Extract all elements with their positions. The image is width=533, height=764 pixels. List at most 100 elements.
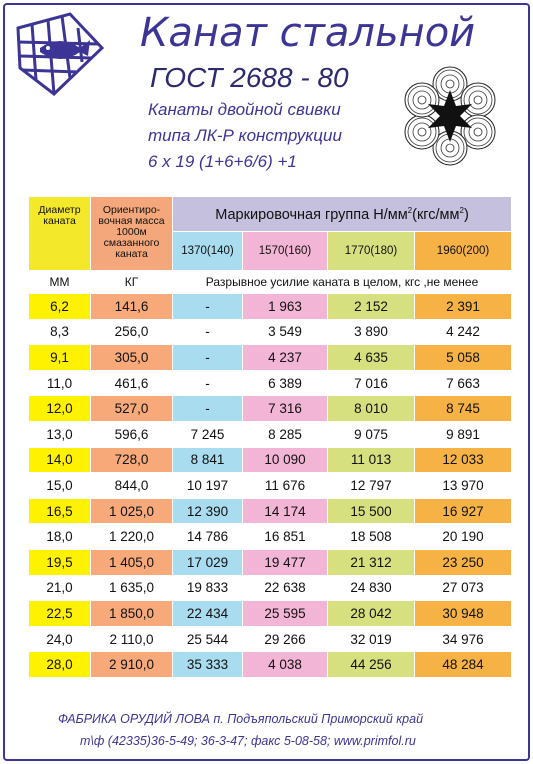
table-row: 12,0 527,0-7 316 8 010 8 745 [28, 395, 513, 422]
table-cell: 4 242 [413, 318, 513, 346]
table-cell: 18 508 [327, 523, 415, 550]
table-cell: 21,0 [28, 574, 91, 602]
table-cell: 22 638 [242, 574, 328, 602]
group-header: 1370(140) [172, 231, 243, 271]
table-cell: 141,6 [90, 293, 173, 320]
rope-cross-section-icon [404, 66, 496, 166]
table-cell: 527,0 [90, 395, 173, 422]
table-cell: 16 851 [242, 523, 328, 550]
table-row: 16,5 1 025,0 12 390 14 174 15 500 16 927 [28, 497, 513, 525]
table-cell: 25 544 [172, 625, 243, 653]
table-cell: 29 266 [242, 625, 328, 653]
table-cell: 8 745 [413, 395, 513, 422]
table-cell: 16 927 [413, 497, 513, 525]
group-header: 1770(180) [327, 231, 415, 271]
table-cell: 8 841 [172, 446, 243, 474]
table-cell: 13 970 [413, 472, 513, 499]
table-row: 18,0 1 220,0 14 786 16 851 18 508 20 190 [28, 523, 513, 550]
table-cell: 23 250 [413, 548, 513, 576]
force-note: Разрывное усилие каната в целом, кгс ,не… [171, 270, 513, 294]
table-cell: 9,1 [28, 344, 91, 371]
table-cell: 15,0 [28, 472, 91, 499]
table-cell: 1 025,0 [90, 497, 173, 525]
table-cell: 9 891 [413, 420, 513, 448]
table-row: 9,1 305,0-4 237 4 635 5 058 [28, 344, 513, 371]
table-cell: 11 676 [242, 472, 328, 499]
table-cell: 11 013 [327, 446, 415, 474]
table-cell: 15 500 [327, 497, 415, 525]
table-cell: 844,0 [90, 472, 173, 499]
table-cell: 12,0 [28, 395, 91, 422]
table-cell: 7 663 [413, 369, 513, 397]
table-cell: 24 830 [327, 574, 415, 602]
footer-contacts: т\ф (42335)36-5-49; 36-3-47; факс 5-08-5… [80, 734, 416, 748]
header-mass: Ориентиро-вочная масса 1000м смазанного … [90, 196, 173, 271]
table-cell: 12 797 [327, 472, 415, 499]
table-cell: 461,6 [90, 369, 173, 397]
table-row: 13,0 596,6 7 245 8 285 9 075 9 891 [28, 420, 513, 448]
table-cell: 4 237 [242, 344, 328, 371]
table-cell: 20 190 [413, 523, 513, 550]
table-cell: 14 174 [242, 497, 328, 525]
unit-diameter: ММ [28, 270, 91, 294]
table-cell: 28,0 [28, 651, 91, 678]
table-cell: 13,0 [28, 420, 91, 448]
table-row: 21,0 1 635,0 19 833 22 638 24 830 27 073 [28, 574, 513, 602]
group-header: 1960(200) [413, 231, 513, 271]
table-row: 14,0 728,0 8 841 10 090 11 013 12 033 [28, 446, 513, 474]
table-cell: 3 549 [242, 318, 328, 346]
fish-net-logo-icon [16, 12, 105, 96]
table-cell: 7 316 [242, 395, 328, 422]
table-cell: 1 635,0 [90, 574, 173, 602]
group-header: 1570(160) [242, 231, 328, 271]
table-cell: 10 197 [172, 472, 243, 499]
table-row: 19,5 1 405,0 17 029 19 477 21 312 23 250 [28, 548, 513, 576]
footer-company: ФАБРИКА ОРУДИЙ ЛОВА п. Подъяпольский При… [58, 712, 424, 726]
subtitle-line-2: типа ЛК-Р конструкции [148, 126, 342, 145]
table-cell: 6 389 [242, 369, 328, 397]
table-row: 11,0 461,6-6 389 7 016 7 663 [28, 369, 513, 397]
table-cell: 8 010 [327, 395, 415, 422]
table-cell: 1 963 [242, 293, 328, 320]
table-cell: 11,0 [28, 369, 91, 397]
table-cell: 25 595 [242, 600, 328, 627]
subtitle-line-1: Канаты двойной свивки [148, 100, 341, 119]
table-cell: 1 405,0 [90, 548, 173, 576]
table-cell: 305,0 [90, 344, 173, 371]
table-cell: 21 312 [327, 548, 415, 576]
table-row: 22,5 1 850,0 22 434 25 595 28 042 30 948 [28, 600, 513, 627]
table-cell: 8 285 [242, 420, 328, 448]
table-cell: 7 245 [172, 420, 243, 448]
table-cell: 596,6 [90, 420, 173, 448]
table-cell: 19,5 [28, 548, 91, 576]
table-cell: 22 434 [172, 600, 243, 627]
table-row: 8,3 256,0-3 549 3 890 4 242 [28, 318, 513, 346]
table-cell: 14,0 [28, 446, 91, 474]
table-cell: 22,5 [28, 600, 91, 627]
table-row: 6,2 141,6-1 963 2 152 2 391 [28, 293, 513, 320]
header-diameter: Диаметр каната [28, 196, 91, 271]
table-cell: 17 029 [172, 548, 243, 576]
table-cell: 19 477 [242, 548, 328, 576]
unit-mass: КГ [90, 270, 173, 294]
table-cell: 4 038 [242, 651, 328, 678]
table-cell: 256,0 [90, 318, 173, 346]
table-cell: 2 391 [413, 293, 513, 320]
page-title: Канат стальной [140, 10, 476, 56]
table-row: 24,0 2 110,0 25 544 29 266 32 019 34 976 [28, 625, 513, 653]
table-cell: - [172, 344, 243, 371]
page-border [3, 3, 530, 761]
header-mark-group: Маркировочная группа Н/мм2(кгс/мм2) [171, 196, 513, 232]
table-cell: 5 058 [413, 344, 513, 371]
table-cell: 10 090 [242, 446, 328, 474]
table-cell: 34 976 [413, 625, 513, 653]
table-cell: 1 850,0 [90, 600, 173, 627]
table-cell: 44 256 [327, 651, 415, 678]
table-cell: 16,5 [28, 497, 91, 525]
rope-spec-table: Диаметр каната Ориентиро-вочная масса 10… [28, 196, 513, 678]
table-row: 15,0 844,0 10 197 11 676 12 797 13 970 [28, 472, 513, 499]
table-cell: 2 910,0 [90, 651, 173, 678]
table-cell: 6,2 [28, 293, 91, 320]
table-cell: 32 019 [327, 625, 415, 653]
table-cell: 9 075 [327, 420, 415, 448]
